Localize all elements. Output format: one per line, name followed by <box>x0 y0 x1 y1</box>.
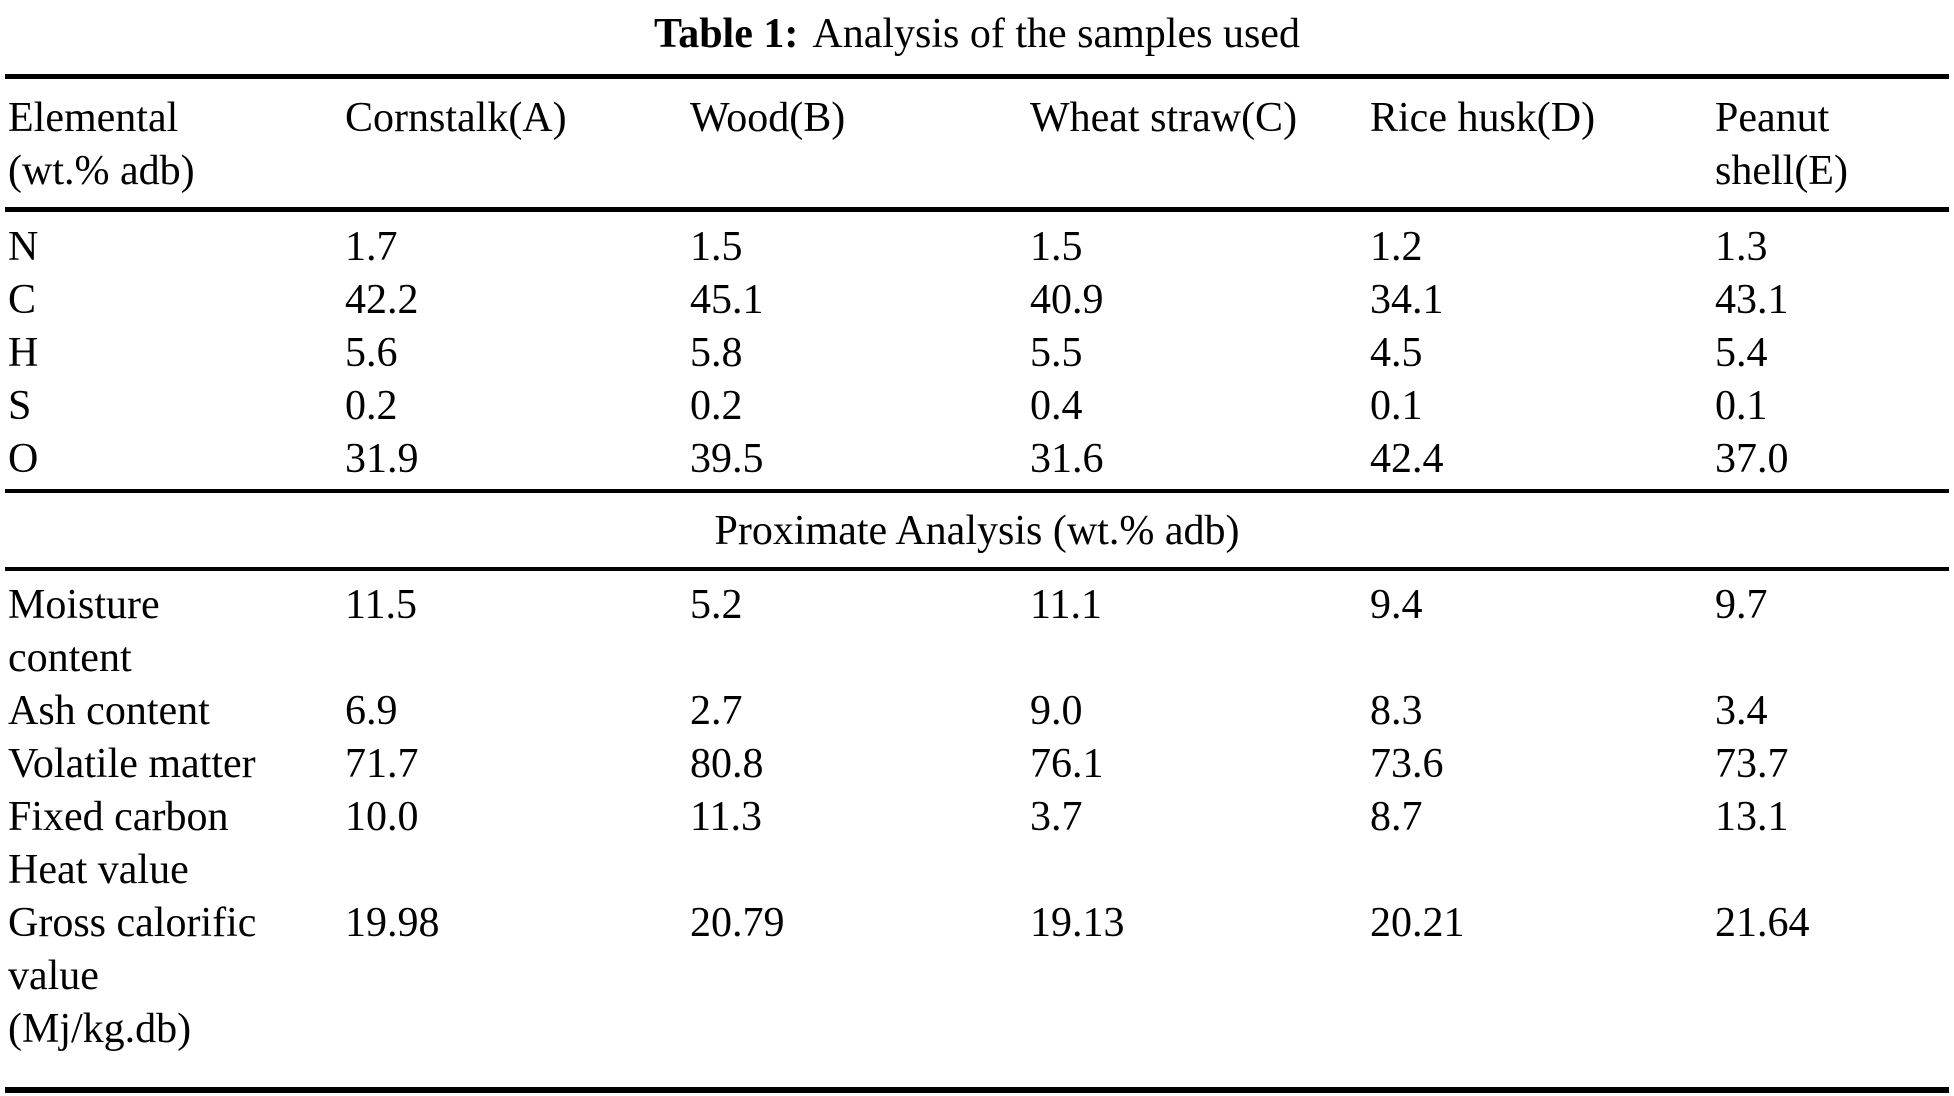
value-cell: 11.1 <box>1030 582 1102 628</box>
value-cell: 5.2 <box>690 582 743 628</box>
table-row: Fixed carbon 10.0 11.3 3.7 8.7 13.1 <box>0 791 1954 844</box>
table-caption-label: Table 1: <box>654 11 799 57</box>
elemental-analysis-section: N 1.7 1.5 1.5 1.2 1.3 C 42.2 45.1 40.9 34.1 43.1 H 5.… <box>0 212 1954 489</box>
value-cell: 1.5 <box>690 224 743 270</box>
value-cell: 43.1 <box>1715 277 1789 323</box>
row-label: Heat value <box>8 847 189 893</box>
value-cell: 1.2 <box>1370 224 1423 270</box>
value-cell: 11.5 <box>345 582 417 628</box>
value-cell: 34.1 <box>1370 277 1444 323</box>
value-cell: 2.7 <box>690 688 743 734</box>
value-cell: 0.2 <box>690 383 743 429</box>
proximate-heading-rule <box>5 567 1949 571</box>
table-row: C 42.2 45.1 40.9 34.1 43.1 <box>0 274 1954 327</box>
value-cell: 5.6 <box>345 330 398 376</box>
proximate-section-heading: Proximate Analysis (wt.% adb) <box>714 508 1240 554</box>
row-label: Ash content <box>8 688 210 734</box>
row-label: Moisture content <box>8 582 160 681</box>
table-row: Gross calorific value (Mj/kg.db) 19.98 20.… <box>0 897 1954 1056</box>
row-label: N <box>8 224 39 270</box>
table-bottom-rule <box>5 1087 1949 1093</box>
value-cell: 20.79 <box>690 900 785 946</box>
value-cell: 31.6 <box>1030 436 1104 482</box>
value-cell: 80.8 <box>690 741 764 787</box>
row-label: S <box>8 383 32 429</box>
value-cell: 5.8 <box>690 330 743 376</box>
value-cell: 13.1 <box>1715 794 1789 840</box>
value-cell: 37.0 <box>1715 436 1789 482</box>
table-row: Heat value <box>0 844 1954 897</box>
column-header: Rice husk(D) <box>1370 95 1596 141</box>
header-bottom-rule <box>5 207 1949 212</box>
column-header: Wood(B) <box>690 95 846 141</box>
value-cell: 9.0 <box>1030 688 1083 734</box>
column-header: Peanut shell(E) <box>1715 95 1848 194</box>
table-row: Volatile matter 71.7 80.8 76.1 73.6 73.7 <box>0 738 1954 791</box>
value-cell: 71.7 <box>345 741 419 787</box>
value-cell: 3.4 <box>1715 688 1768 734</box>
value-cell: 4.5 <box>1370 330 1423 376</box>
value-cell: 39.5 <box>690 436 764 482</box>
value-cell: 8.3 <box>1370 688 1423 734</box>
value-cell: 8.7 <box>1370 794 1423 840</box>
table-header-row: Elemental (wt.% adb) Cornstalk(A) Wood(B) W… <box>0 79 1954 207</box>
table-row: Moisture content 11.5 5.2 11.1 9.4 9.7 <box>0 579 1954 685</box>
proximate-analysis-section: Moisture content 11.5 5.2 11.1 9.4 9.7 Ash con… <box>0 571 1954 1087</box>
value-cell: 10.0 <box>345 794 419 840</box>
value-cell: 45.1 <box>690 277 764 323</box>
value-cell: 1.5 <box>1030 224 1083 270</box>
row-label: Fixed carbon <box>8 794 229 840</box>
value-cell: 9.7 <box>1715 582 1768 628</box>
value-cell: 5.4 <box>1715 330 1768 376</box>
table-caption-text: Analysis of the samples used <box>812 11 1300 57</box>
value-cell: 11.3 <box>690 794 762 840</box>
value-cell: 42.2 <box>345 277 419 323</box>
row-label: O <box>8 436 39 482</box>
row-label: Volatile matter <box>8 741 256 787</box>
value-cell: 73.6 <box>1370 741 1444 787</box>
row-label: H <box>8 330 39 376</box>
value-cell: 19.98 <box>345 900 440 946</box>
value-cell: 6.9 <box>345 688 398 734</box>
value-cell: 76.1 <box>1030 741 1104 787</box>
value-cell: 3.7 <box>1030 794 1083 840</box>
value-cell: 0.4 <box>1030 383 1083 429</box>
value-cell: 73.7 <box>1715 741 1789 787</box>
value-cell: 9.4 <box>1370 582 1423 628</box>
elemental-section-rule <box>5 489 1949 493</box>
value-cell: 1.3 <box>1715 224 1768 270</box>
table-row: Ash content 6.9 2.7 9.0 8.3 3.4 <box>0 685 1954 738</box>
value-cell: 0.2 <box>345 383 398 429</box>
value-cell: 1.7 <box>345 224 398 270</box>
table-row: O 31.9 39.5 31.6 42.4 37.0 <box>0 433 1954 486</box>
table-row: S 0.2 0.2 0.4 0.1 0.1 <box>0 380 1954 433</box>
column-header: Cornstalk(A) <box>345 95 567 141</box>
value-cell: 42.4 <box>1370 436 1444 482</box>
value-cell: 31.9 <box>345 436 419 482</box>
table-row: H 5.6 5.8 5.5 4.5 5.4 <box>0 327 1954 380</box>
table-top-rule <box>5 74 1949 79</box>
value-cell: 40.9 <box>1030 277 1104 323</box>
column-header-row-label: Elemental (wt.% adb) <box>8 95 195 194</box>
row-label: C <box>8 277 37 323</box>
value-cell: 0.1 <box>1370 383 1423 429</box>
value-cell: 5.5 <box>1030 330 1083 376</box>
column-header: Wheat straw(C) <box>1030 95 1298 141</box>
value-cell: 0.1 <box>1715 383 1768 429</box>
value-cell: 20.21 <box>1370 900 1465 946</box>
value-cell: 21.64 <box>1715 900 1810 946</box>
value-cell: 19.13 <box>1030 900 1125 946</box>
table-caption: Table 1: Analysis of the samples used <box>0 0 1954 62</box>
row-label: Gross calorific value (Mj/kg.db) <box>8 900 257 1052</box>
table-row: N 1.7 1.5 1.5 1.2 1.3 <box>0 221 1954 274</box>
